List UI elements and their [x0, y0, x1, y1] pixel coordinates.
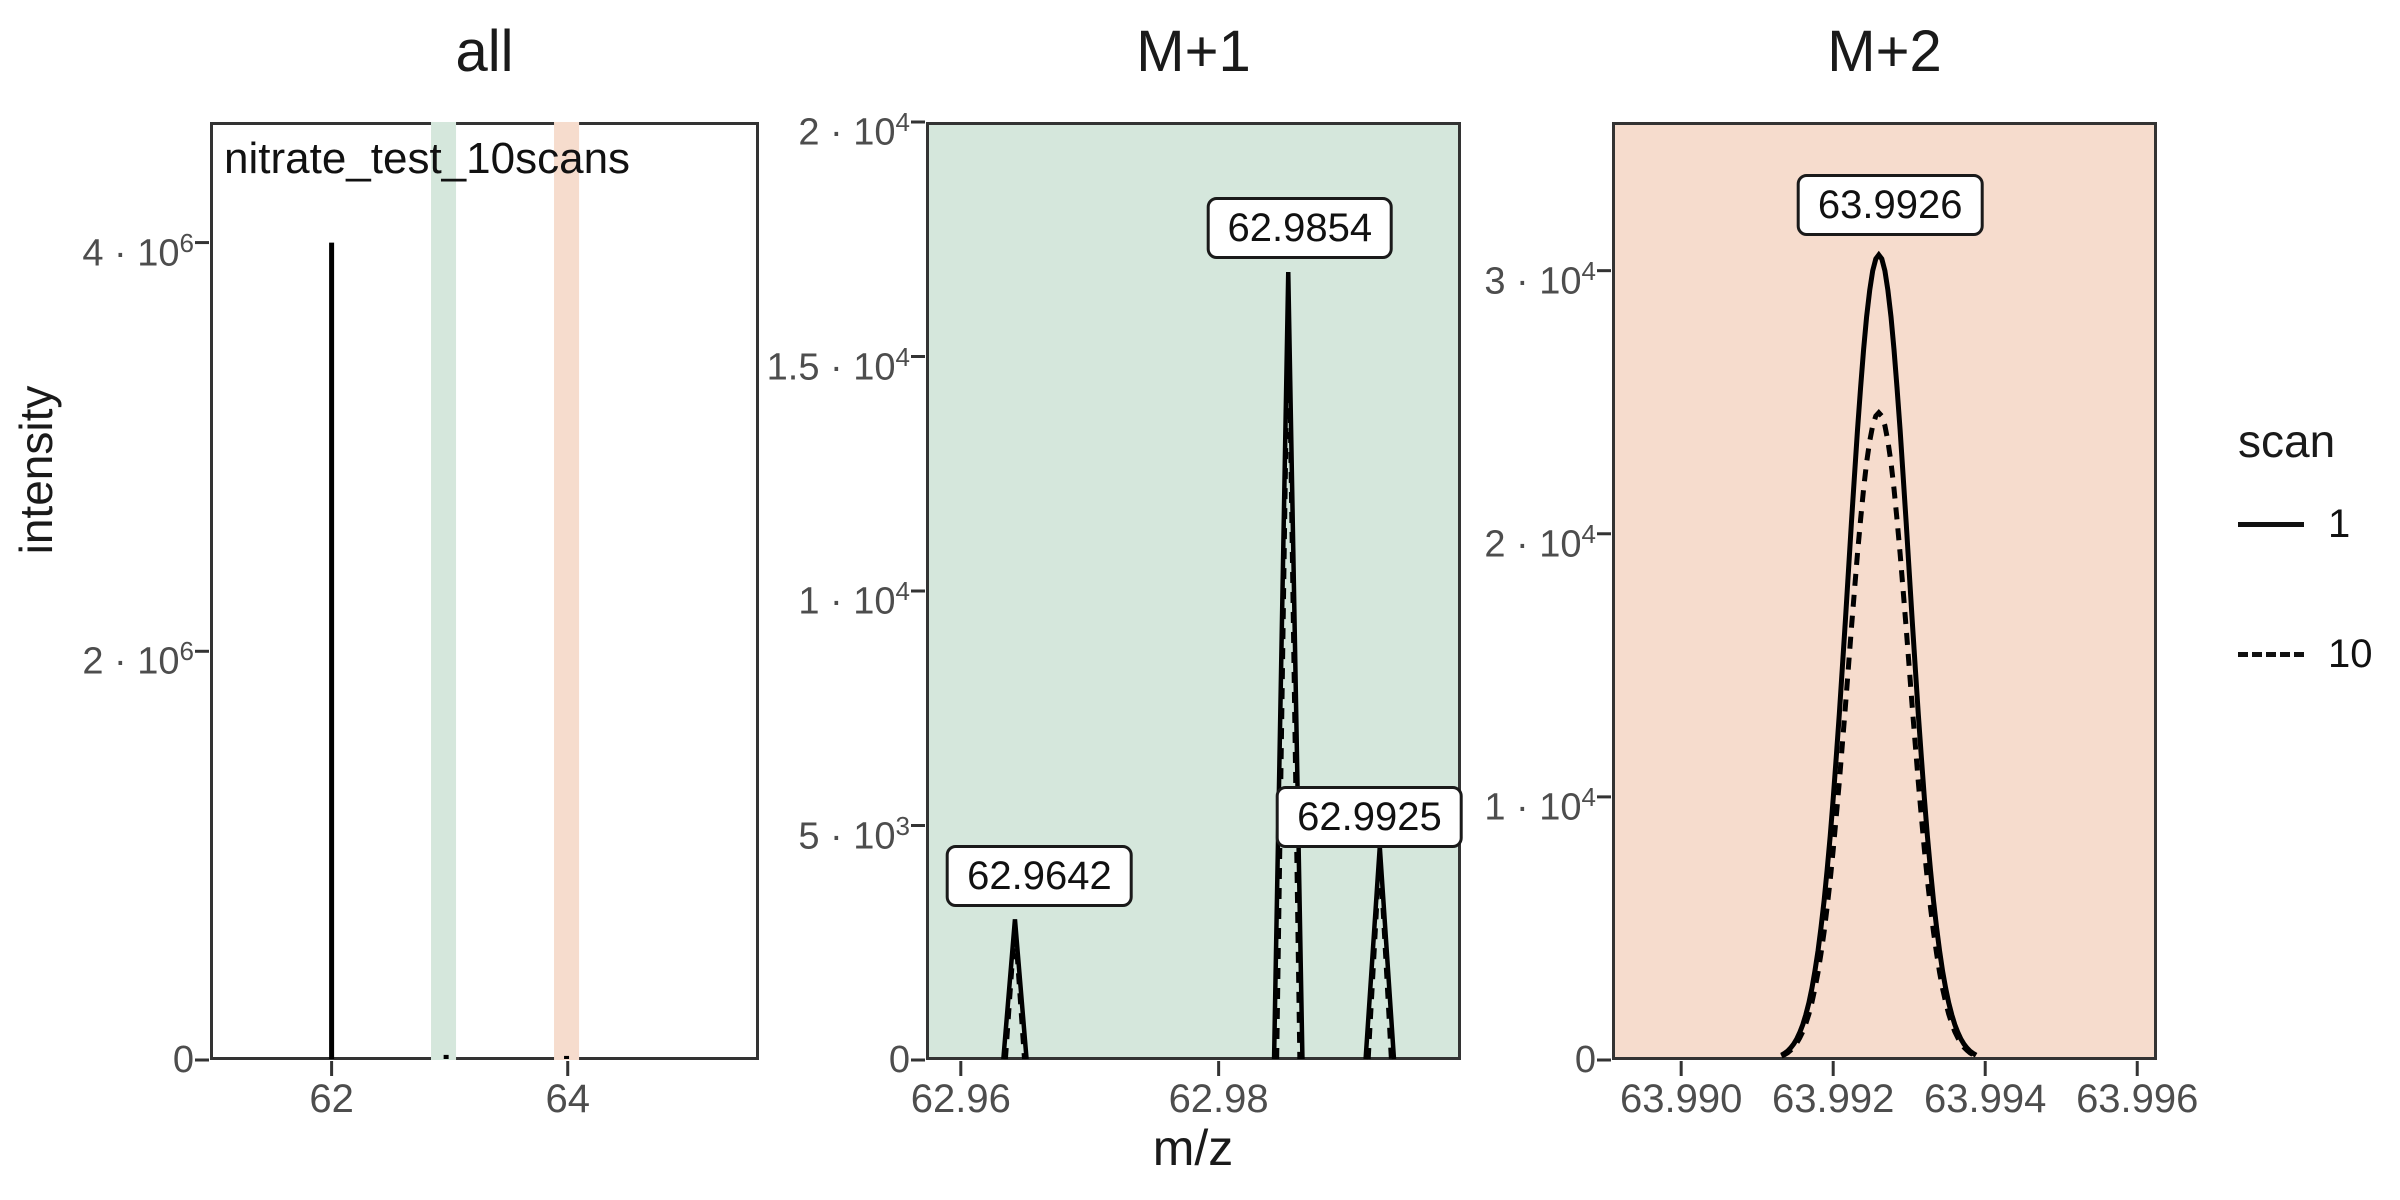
legend-label-scan-10: 10 [2328, 632, 2373, 676]
facet-title-m1: M+1 [1136, 19, 1251, 84]
y-tick-label: 2 · 106 [82, 636, 194, 683]
y-tick-label: 0 [1574, 1039, 1596, 1081]
legend-label-scan-1: 1 [2328, 502, 2351, 546]
peak-value-label: 63.9926 [1796, 173, 1984, 236]
y-axis-label: intensity [10, 385, 62, 555]
spectrum-peak-dashed [1366, 853, 1394, 1060]
y-tick-label: 1.5 · 104 [766, 341, 910, 389]
x-tick-label: 64 [545, 1077, 590, 1121]
legend-item-scan-10: 10 [2238, 626, 2398, 682]
peak-value-label: 62.9642 [946, 845, 1133, 908]
x-tick-label: 63.990 [1619, 1077, 1743, 1121]
y-tick-label: 0 [888, 1039, 910, 1081]
x-tick-label: 62.98 [1168, 1077, 1269, 1121]
y-tick-label: 4 · 106 [82, 227, 194, 275]
x-tick-label: 63.992 [1772, 1077, 1895, 1121]
spectrum-peak-dashed [1780, 408, 1978, 1059]
x-tick-label: 63.994 [1924, 1077, 2047, 1121]
legend-title: scan [2238, 415, 2336, 467]
spectrum-peak-dashed [1274, 295, 1302, 1060]
y-tick-label: 2 · 104 [798, 107, 910, 154]
y-tick-label: 0 [172, 1039, 194, 1081]
y-tick-label: 2 · 104 [1484, 518, 1596, 566]
panel-m1 [926, 122, 1461, 1060]
peak-value-label: 62.9925 [1276, 785, 1463, 848]
dashed-line-key-icon [2238, 652, 2304, 657]
x-tick-label: 62 [309, 1077, 354, 1121]
sample-annotation: nitrate_test_10scans [224, 134, 631, 183]
facet-title-all: all [455, 19, 514, 84]
x-tick-label: 62.96 [910, 1077, 1011, 1121]
y-tick-label: 1 · 104 [1484, 781, 1596, 829]
scan-legend: scan 1 10 [2238, 410, 2398, 676]
y-tick-label: 5 · 103 [798, 810, 910, 858]
y-tick-label: 3 · 104 [1484, 255, 1596, 303]
highlight-band [431, 122, 457, 1060]
legend-item-scan-1: 1 [2238, 496, 2398, 552]
spectrum-peak-dashed [1003, 926, 1027, 1060]
y-tick-label: 1 · 104 [798, 576, 910, 623]
panel-all [210, 122, 759, 1060]
spectrum-peak-solid [1780, 250, 1978, 1058]
facet-title-m2: M+2 [1827, 19, 1942, 84]
solid-line-key-icon [2238, 522, 2304, 527]
x-axis-label: m/z [1152, 1120, 1234, 1176]
peak-value-label: 62.9854 [1206, 196, 1394, 259]
highlight-band [554, 122, 580, 1060]
x-tick-label: 63.996 [2076, 1077, 2199, 1121]
